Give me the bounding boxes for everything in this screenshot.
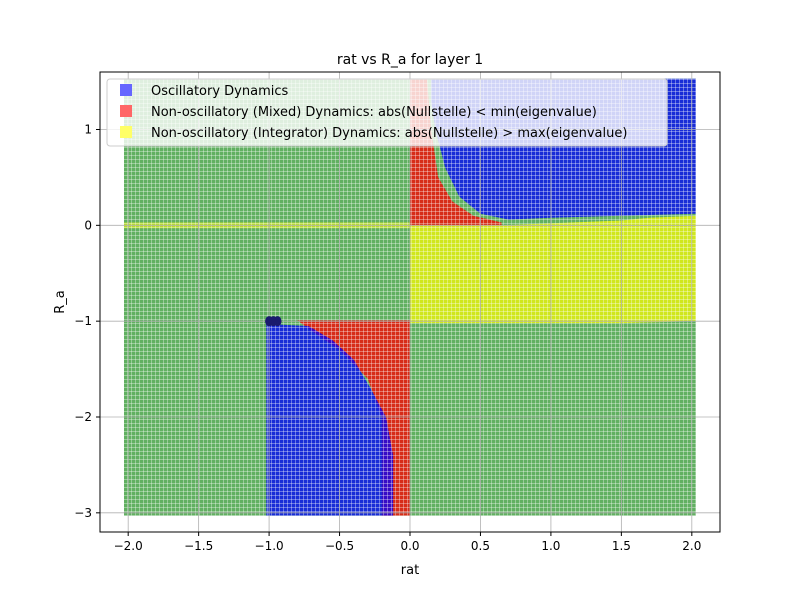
legend-label-integrator: Non-oscillatory (Integrator) Dynamics: a… [151, 126, 627, 141]
y-tick-label: 0 [84, 218, 92, 232]
special-point-marker [273, 316, 282, 327]
x-axis-label: rat [401, 563, 419, 578]
y-tick-label: −3 [74, 506, 92, 520]
x-tick-label: −2.0 [114, 539, 143, 553]
legend-label-oscillatory: Oscillatory Dynamics [151, 84, 289, 99]
plot-area [99, 71, 721, 533]
y-tick-label: −2 [74, 410, 92, 424]
legend-swatch-mixed [120, 105, 132, 117]
legend: Oscillatory Dynamics Non-oscillatory (Mi… [106, 78, 668, 147]
x-tick-label: −0.5 [325, 539, 354, 553]
x-tick-label: 1.0 [541, 539, 560, 553]
y-axis-label: R_a [53, 290, 68, 314]
legend-swatch-integrator [120, 126, 132, 138]
x-tick-label: 0.0 [400, 539, 419, 553]
x-tick-label: −1.0 [255, 539, 284, 553]
chart-title: rat vs R_a for layer 1 [337, 52, 483, 68]
legend-box [106, 78, 668, 147]
y-tick-label: −1 [74, 314, 92, 328]
special-markers [265, 316, 282, 327]
y-axis: −3 −2 −1 0 1 [74, 123, 100, 520]
legend-swatch-oscillatory [120, 84, 132, 96]
legend-label-mixed: Non-oscillatory (Mixed) Dynamics: abs(Nu… [151, 105, 597, 120]
x-tick-label: 0.5 [471, 539, 490, 553]
x-axis: −2.0 −1.5 −1.0 −0.5 0.0 0.5 1.0 1.5 2.0 [114, 532, 701, 553]
x-tick-label: −1.5 [184, 539, 213, 553]
y-tick-label: 1 [84, 123, 92, 137]
x-tick-label: 2.0 [682, 539, 701, 553]
x-tick-label: 1.5 [612, 539, 631, 553]
